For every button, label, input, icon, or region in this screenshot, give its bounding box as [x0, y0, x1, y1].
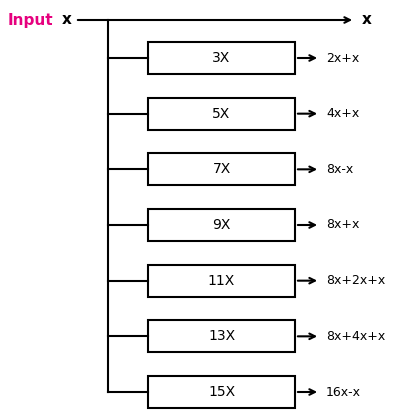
Text: 9X: 9X [212, 218, 231, 232]
Bar [148, 376, 295, 408]
Text: 15X: 15X [208, 385, 235, 399]
Text: x: x [62, 13, 72, 27]
Text: 7X: 7X [213, 163, 230, 176]
Text: 4x+x: 4x+x [326, 107, 359, 120]
Text: 3X: 3X [213, 51, 230, 65]
Text: x: x [362, 13, 372, 27]
Text: 2x+x: 2x+x [326, 52, 359, 65]
Text: 11X: 11X [208, 274, 235, 288]
Text: 5X: 5X [213, 107, 230, 121]
Text: 16x-x: 16x-x [326, 386, 361, 399]
Text: 8x+4x+x: 8x+4x+x [326, 330, 385, 343]
Bar [148, 42, 295, 74]
Text: Input: Input [8, 13, 54, 27]
Text: 8x+2x+x: 8x+2x+x [326, 274, 385, 287]
Text: 13X: 13X [208, 329, 235, 343]
Bar [148, 98, 295, 130]
Text: 8x-x: 8x-x [326, 163, 353, 176]
Text: 8x+x: 8x+x [326, 218, 359, 231]
Bar [148, 265, 295, 297]
Bar [148, 153, 295, 185]
Bar [148, 209, 295, 241]
Bar [148, 320, 295, 352]
